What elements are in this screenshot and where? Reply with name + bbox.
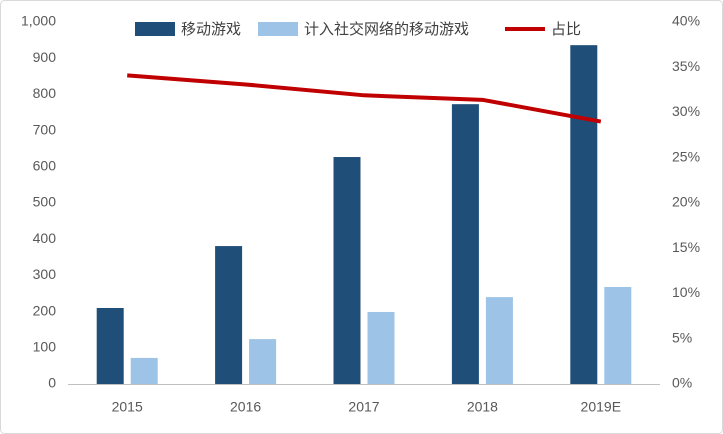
y-tick-label: 400 xyxy=(33,230,57,246)
bar xyxy=(367,311,395,384)
bar xyxy=(485,297,513,384)
x-tick-label: 2017 xyxy=(348,399,379,415)
legend: 移动游戏 计入社交网络的移动游戏 占比 xyxy=(135,20,581,38)
bar xyxy=(249,339,277,384)
y2-tick-label: 5% xyxy=(672,329,692,345)
y2-tick-label: 25% xyxy=(672,148,700,164)
y-tick-label: 800 xyxy=(33,85,57,101)
y-tick-label: 600 xyxy=(33,158,57,174)
legend-swatch xyxy=(135,22,175,36)
bar xyxy=(130,357,158,384)
bar xyxy=(570,45,598,384)
x-tick-label: 2015 xyxy=(112,399,143,415)
legend-label: 占比 xyxy=(551,21,581,38)
y2-tick-label: 30% xyxy=(672,103,700,119)
y2-tick-label: 0% xyxy=(672,375,692,391)
y2-tick-label: 40% xyxy=(672,13,700,29)
y-tick-label: 300 xyxy=(33,266,57,282)
y-tick-label: 500 xyxy=(33,194,57,210)
y-tick-label: 100 xyxy=(33,339,57,355)
legend-label: 移动游戏 xyxy=(181,21,241,38)
legend-swatch xyxy=(258,22,298,36)
y2-tick-label: 10% xyxy=(672,284,700,300)
y2-tick-label: 20% xyxy=(672,194,700,210)
bar xyxy=(604,286,632,384)
y-tick-label: 0 xyxy=(48,375,56,391)
bar xyxy=(215,246,243,384)
x-tick-label: 2016 xyxy=(230,399,261,415)
line xyxy=(127,73,602,124)
x-tick-label: 2018 xyxy=(467,399,498,415)
y-tick-label: 200 xyxy=(33,302,57,318)
bar xyxy=(333,157,361,384)
bar xyxy=(451,104,479,384)
bar xyxy=(96,307,124,384)
legend-label: 计入社交网络的移动游戏 xyxy=(304,20,469,38)
y-tick-label: 700 xyxy=(33,121,57,137)
x-tick-label: 2019E xyxy=(581,399,621,415)
y2-tick-label: 15% xyxy=(672,239,700,255)
y-tick-label: 1,000 xyxy=(21,13,56,29)
y-tick-label: 900 xyxy=(33,49,57,65)
y2-tick-label: 35% xyxy=(672,58,700,74)
